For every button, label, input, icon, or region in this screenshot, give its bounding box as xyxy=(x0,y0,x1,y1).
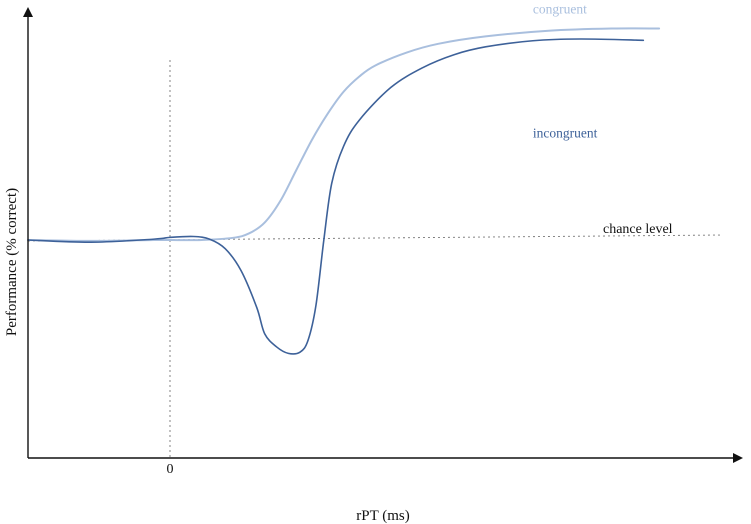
y-axis-title: Performance (% correct) xyxy=(4,188,20,336)
chance-level-label: chance level xyxy=(603,222,673,237)
congruent-series-label: congruent xyxy=(533,1,587,16)
x-tick-label: 0 xyxy=(167,462,174,477)
incongruent-series-label: incongruent xyxy=(533,126,598,141)
incongruent-series-line xyxy=(27,38,645,355)
x-axis-title: rPT (ms) xyxy=(356,508,409,524)
congruent-series-line xyxy=(27,27,661,242)
